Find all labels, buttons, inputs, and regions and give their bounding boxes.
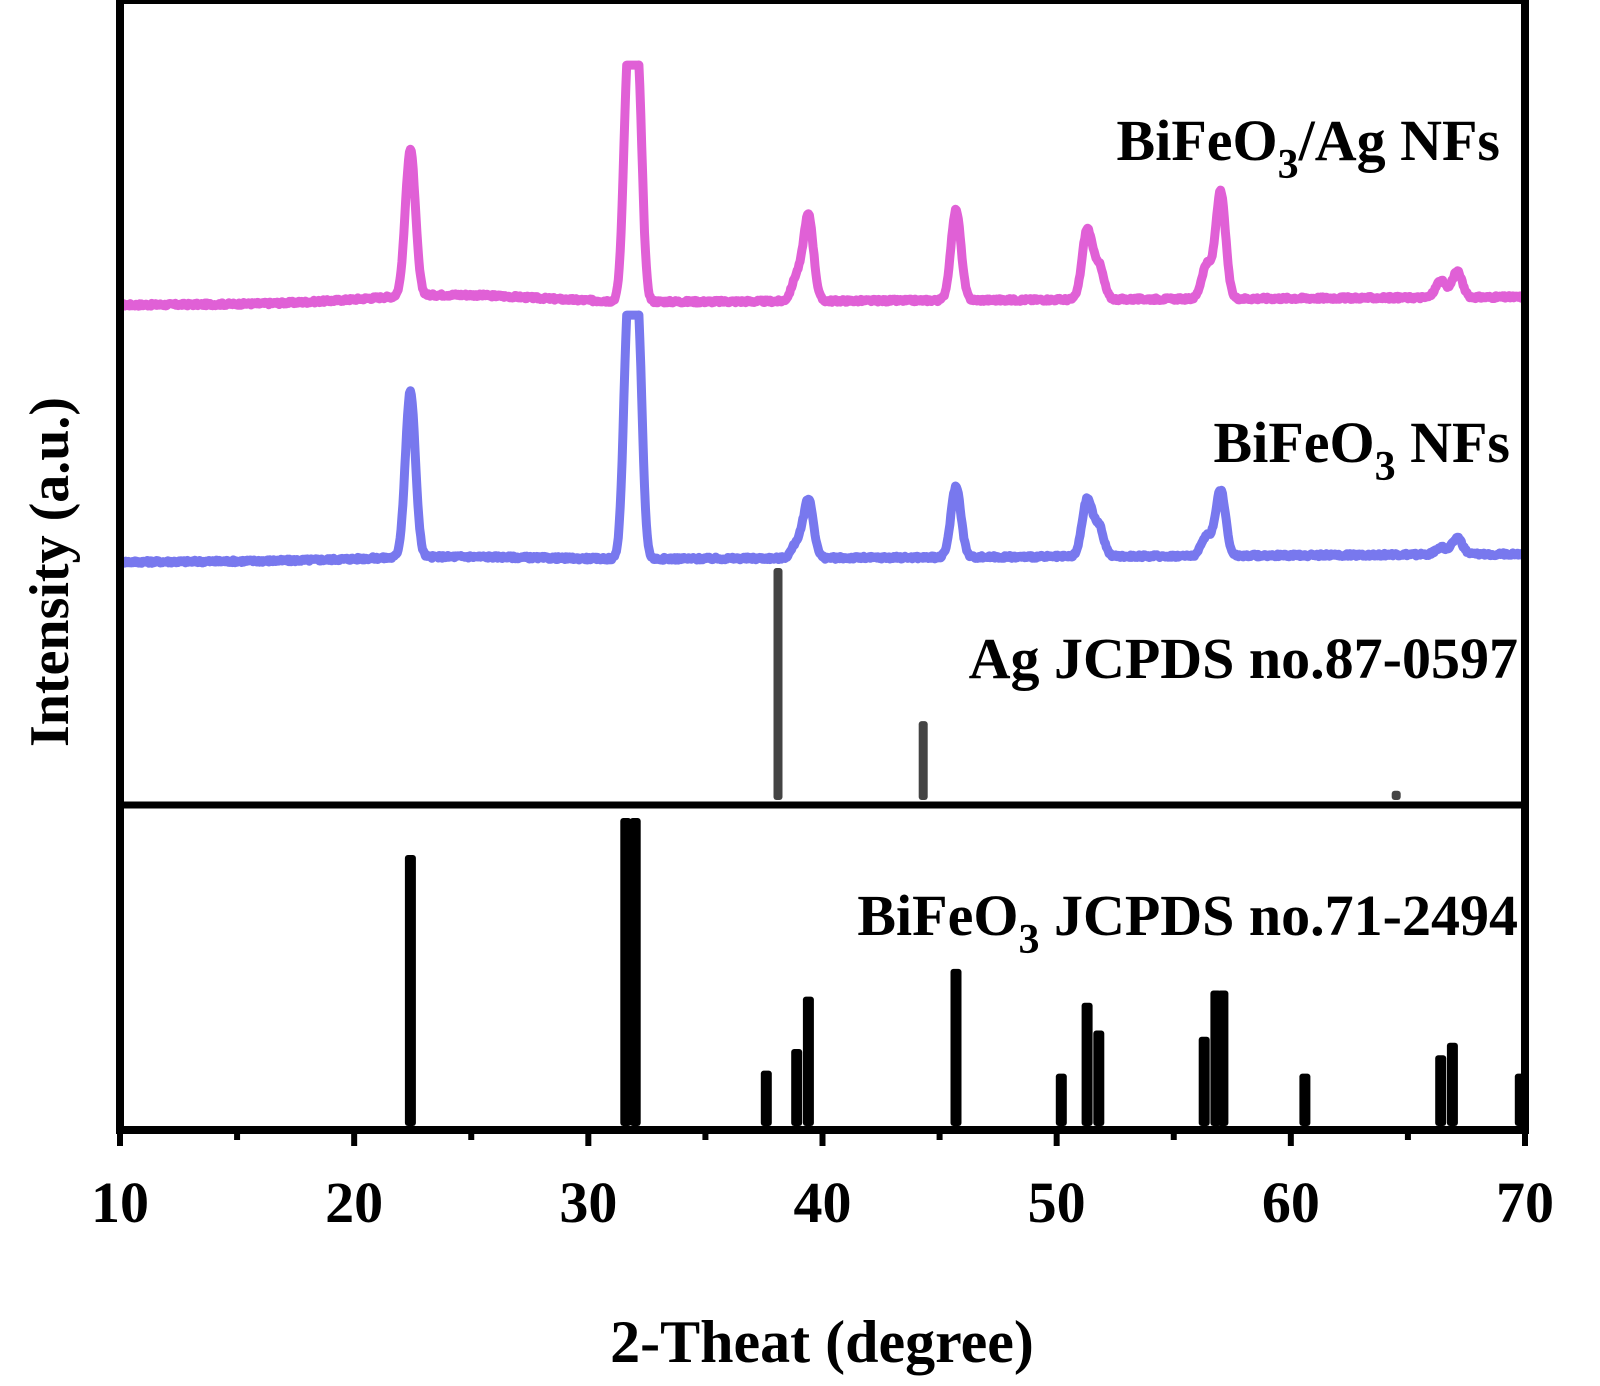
x-axis-tick-labels: 10 20 30 40 50 60 70 <box>91 1170 1554 1235</box>
bfo-ref-label-sub: 3 <box>1018 917 1039 963</box>
reference-line-bifeo3 <box>760 1070 772 1126</box>
reference-line-ag <box>918 721 928 800</box>
reference-line-ag <box>773 568 783 800</box>
plot-area <box>115 60 1529 1126</box>
reference-line-bifeo3 <box>1299 1073 1311 1126</box>
bfo-ref-label-tail: JCPDS no.71-2494 <box>1039 883 1518 948</box>
y-axis-title: Intensity (a.u.) <box>19 397 81 747</box>
reference-line-bifeo3 <box>1093 1030 1105 1126</box>
reference-line-bifeo3 <box>791 1049 803 1126</box>
bfo-label-tail: NFs <box>1396 410 1510 475</box>
reference-line-bifeo3 <box>629 818 641 1126</box>
series-line-bfo <box>115 310 1529 568</box>
reference-line-bifeo3 <box>1055 1073 1067 1126</box>
reference-line-bifeo3 <box>802 996 814 1126</box>
reference-line-bifeo3 <box>1198 1036 1210 1126</box>
reference-line-bifeo3 <box>620 818 632 1126</box>
reference-line-bifeo3 <box>950 968 962 1126</box>
bfo-ag-label-sub: 3 <box>1278 142 1299 188</box>
x-tick-label: 20 <box>325 1170 383 1235</box>
x-tick-label: 50 <box>1028 1170 1086 1235</box>
bfo-ref-label: BiFeO3 JCPDS no.71-2494 <box>857 883 1518 963</box>
reference-line-bifeo3 <box>1446 1042 1458 1126</box>
bfo-ag-label: BiFeO3/Ag NFs <box>1117 108 1500 188</box>
bfo-ref-label-main: BiFeO <box>857 883 1018 948</box>
x-tick-label: 10 <box>91 1170 149 1235</box>
reference-line-bifeo3 <box>1435 1055 1447 1126</box>
bfo-label-main: BiFeO <box>1214 410 1375 475</box>
reference-line-bifeo3 <box>1081 1002 1093 1126</box>
ag-ref-label: Ag JCPDS no.87-0597 <box>969 626 1518 691</box>
x-tick-label: 40 <box>794 1170 852 1235</box>
plot-frame <box>116 0 1529 1134</box>
reference-line-ag <box>1391 790 1401 800</box>
reference-line-bifeo3 <box>404 855 416 1126</box>
x-tick-label: 30 <box>559 1170 617 1235</box>
x-axis-title: 2-Theat (degree) <box>610 1309 1034 1375</box>
x-tick-label: 60 <box>1262 1170 1320 1235</box>
bfo-label: BiFeO3 NFs <box>1214 410 1510 490</box>
bfo-label-sub: 3 <box>1375 444 1396 490</box>
reference-line-bifeo3 <box>1217 990 1229 1126</box>
series-line-bfo-ag <box>116 60 1529 311</box>
x-tick-label: 70 <box>1496 1170 1554 1235</box>
bfo-ag-label-main: BiFeO <box>1117 108 1278 173</box>
bfo-ag-label-tail: /Ag NFs <box>1298 108 1500 173</box>
